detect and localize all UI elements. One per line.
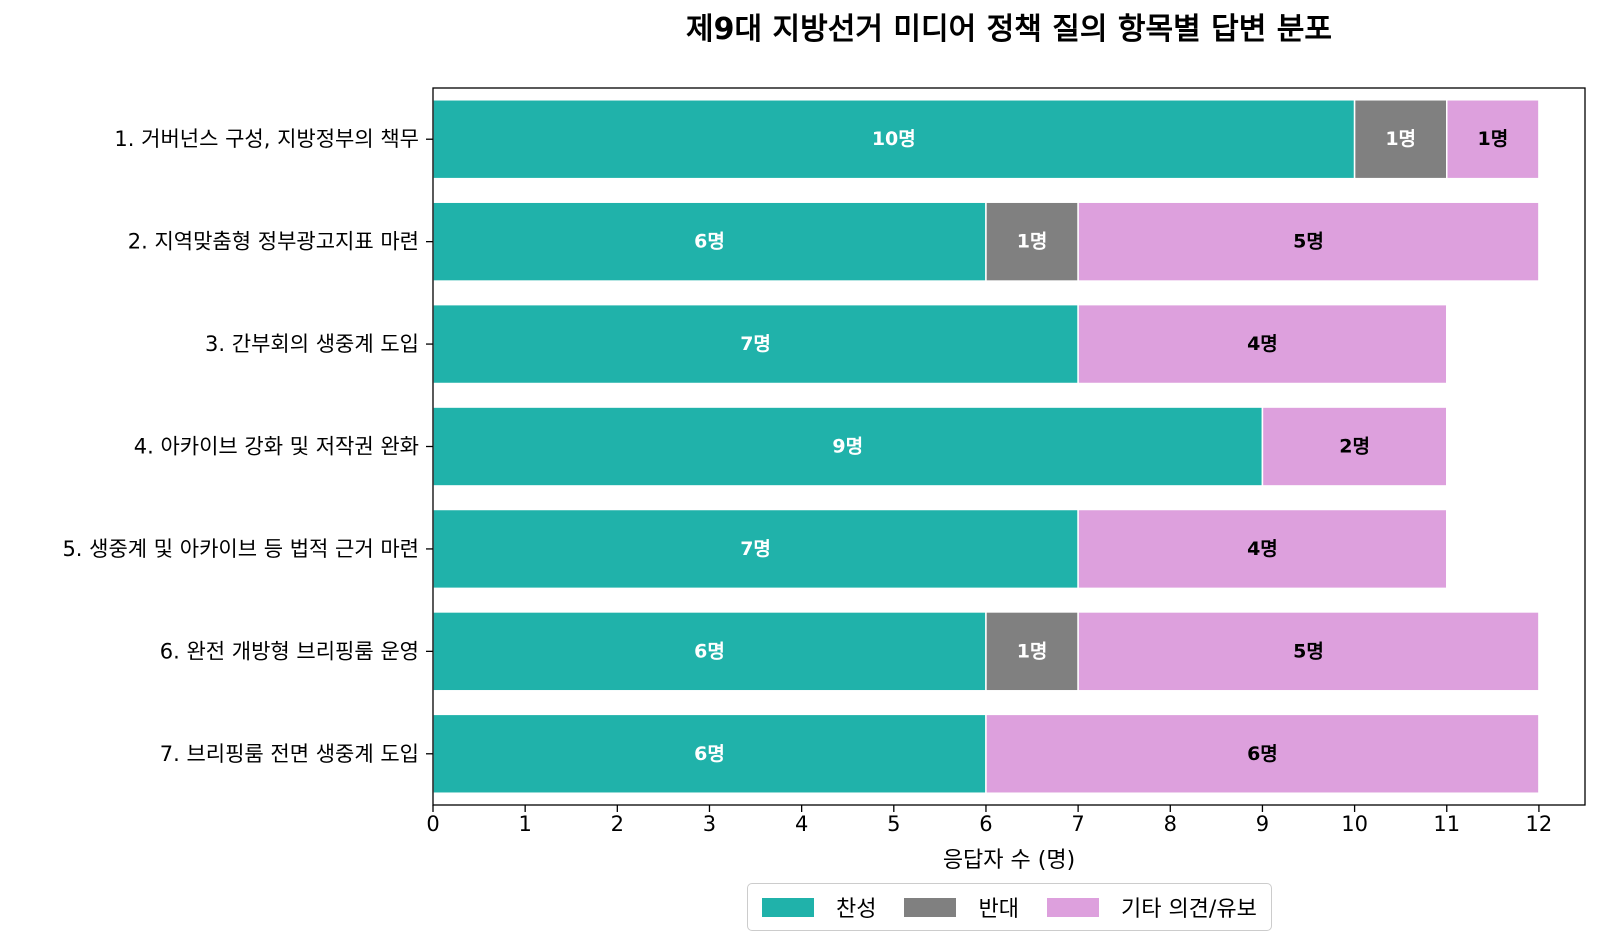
y-category-label: 3. 간부회의 생중계 도입	[205, 332, 419, 356]
bar-segment	[1353, 99, 1448, 180]
bar-segment	[985, 201, 1079, 282]
bar-value-label: 1명	[1017, 231, 1048, 253]
x-tick-label: 8	[1164, 812, 1177, 836]
y-category-label: 4. 아카이브 강화 및 저작권 완화	[134, 435, 419, 459]
y-category-label: 6. 완전 개방형 브리핑룸 운영	[160, 639, 419, 663]
bar-segment	[432, 713, 987, 794]
x-axis-label: 응답자 수 (명)	[943, 848, 1075, 873]
x-tick-label: 9	[1256, 812, 1269, 836]
x-tick-label: 11	[1433, 812, 1460, 836]
x-tick-label: 5	[887, 812, 900, 836]
legend-swatch	[762, 897, 814, 917]
bar-value-label: 9명	[832, 436, 863, 458]
x-tick-label: 3	[703, 812, 716, 836]
bar-value-label: 5명	[1293, 640, 1324, 662]
bar-value-label: 1명	[1017, 640, 1048, 662]
plot-frame	[432, 87, 1586, 806]
bar-value-label: 1명	[1385, 128, 1416, 150]
x-tick-label: 12	[1526, 812, 1553, 836]
bar-value-label: 4명	[1247, 333, 1278, 355]
bar-segment	[432, 303, 1079, 385]
legend-item: 기타 의견/유보	[1046, 891, 1257, 923]
x-tick-label: 4	[795, 812, 808, 836]
legend-label: 찬성	[836, 897, 877, 922]
x-tick-label: 6	[979, 812, 992, 836]
y-axis-labels: 1. 거버넌스 구성, 지방정부의 책무 2. 지역맞춤형 정부광고지표 마련 3.…	[62, 127, 433, 766]
y-category-label: 2. 지역맞춤형 정부광고지표 마련	[128, 230, 419, 254]
y-category-label: 1. 거버넌스 구성, 지방정부의 책무	[114, 127, 419, 151]
bar-value-label: 4명	[1247, 538, 1278, 560]
bar-segment	[432, 611, 987, 692]
x-tick-label: 2	[611, 812, 624, 836]
bar-segment	[1261, 406, 1448, 487]
y-category-label: 5. 생중계 및 아카이브 등 법적 근거 마련	[62, 537, 419, 561]
legend-swatch	[904, 897, 957, 917]
bar-value-label: 1명	[1477, 128, 1508, 150]
bar-segment	[985, 611, 1079, 692]
bar-segment	[432, 508, 1079, 590]
bar-value-label: 6명	[694, 743, 725, 765]
stacked-bar-chart: 10명 1명 1명 6명 1명 5명 7명 4명 9명 2명 7명 4명 6명 1명 5명 6명 6명 1. 거…	[62, 87, 1586, 873]
y-category-label: 7. 브리핑룸 전면 생중계 도입	[160, 742, 419, 766]
x-tick-label: 7	[1071, 812, 1084, 836]
legend-item: 반대	[904, 891, 1019, 923]
legend-swatch	[1046, 897, 1099, 917]
x-axis: 0 1 2 3 4 5 6 7 8 9 10 11 12	[426, 805, 1552, 836]
bar-segment	[432, 201, 987, 282]
bar-segment	[432, 99, 1356, 180]
x-tick-label: 10	[1341, 812, 1368, 836]
legend-item: 찬성	[762, 891, 876, 923]
bar-value-label: 2명	[1339, 436, 1370, 458]
bar-segment	[985, 713, 1540, 794]
legend-label: 반대	[978, 897, 1019, 922]
bar-segment	[1446, 99, 1540, 180]
bar-value-label: 6명	[694, 640, 725, 662]
legend: 찬성 반대 기타 의견/유보	[747, 883, 1272, 931]
bar-value-label: 6명	[1247, 743, 1278, 765]
bar-segment	[1077, 201, 1540, 282]
bar-segment	[1077, 611, 1540, 692]
bar-value-label: 7명	[740, 333, 771, 355]
legend-label: 기타 의견/유보	[1120, 897, 1257, 922]
bar-value-label: 10명	[872, 128, 916, 150]
bar-value-label: 7명	[740, 538, 771, 560]
x-tick-label: 1	[518, 812, 531, 836]
bar-value-label: 6명	[694, 231, 725, 253]
bar-segment	[1077, 303, 1448, 385]
bars-layer: 10명 1명 1명 6명 1명 5명 7명 4명 9명 2명 7명 4명 6명 1명 5명 6명 6명	[432, 99, 1540, 794]
x-tick-label: 0	[426, 812, 439, 836]
chart-title: 제9대 지방선거 미디어 정책 질의 항목별 답변 분포	[686, 12, 1332, 47]
bar-segment	[1077, 508, 1448, 590]
bar-value-label: 5명	[1293, 231, 1324, 253]
